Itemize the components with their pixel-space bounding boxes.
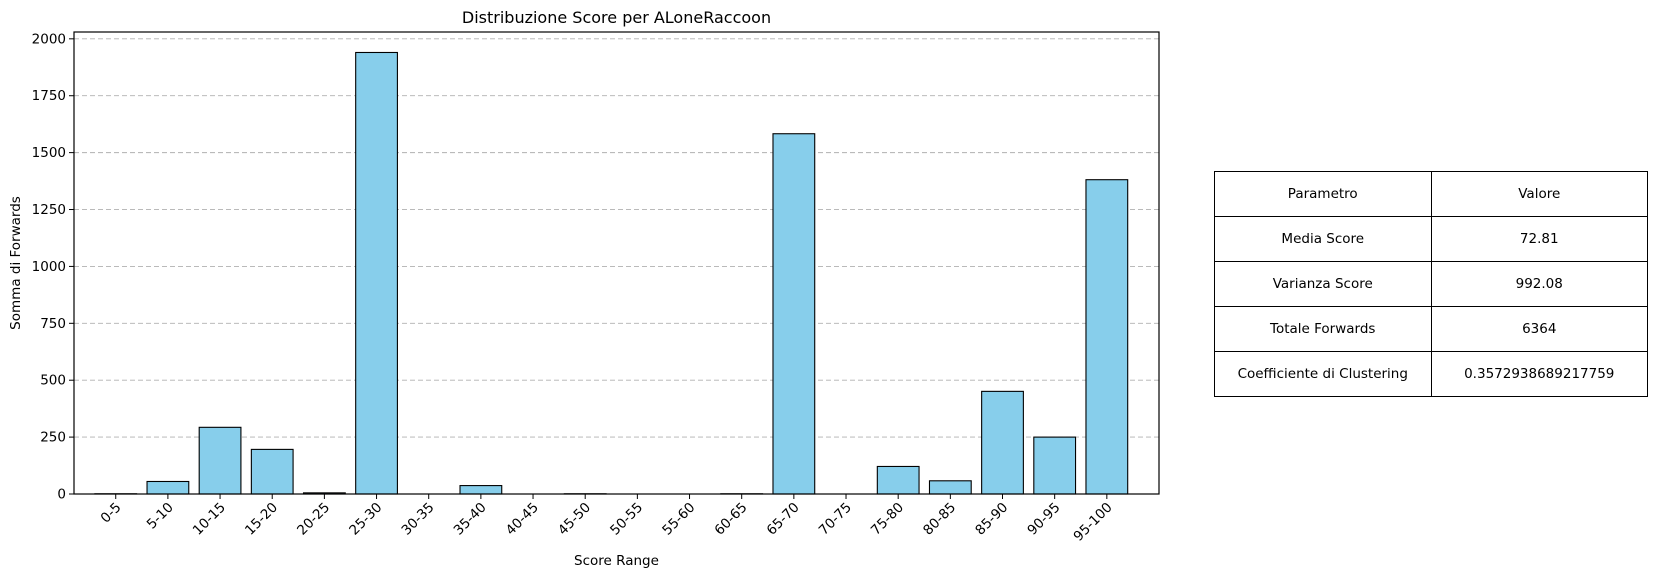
x-tick-label: 25-30 bbox=[346, 500, 385, 539]
y-tick-label: 1000 bbox=[32, 259, 66, 275]
table-cell-parameter: Coefficiente di Clustering bbox=[1214, 351, 1432, 397]
x-tick-label: 65-70 bbox=[764, 500, 803, 539]
y-tick-label: 1250 bbox=[32, 202, 66, 218]
y-tick-label: 250 bbox=[40, 430, 66, 446]
bar-65-70 bbox=[772, 133, 816, 495]
x-tick-label: 45-50 bbox=[555, 500, 594, 539]
y-tick-label: 1500 bbox=[32, 145, 66, 161]
y-axis-ticks: 0 250 500 750 1000 1250 1500 1750 2000 bbox=[32, 31, 74, 503]
bar-90-95 bbox=[1033, 436, 1077, 495]
table-row: Varianza Score 992.08 bbox=[1214, 261, 1648, 307]
x-tick-label: 30-35 bbox=[398, 500, 437, 539]
x-axis-label: Score Range bbox=[574, 553, 659, 569]
x-tick-label: 95-100 bbox=[1071, 500, 1116, 545]
x-tick-label: 50-55 bbox=[607, 500, 646, 539]
table-row: Coefficiente di Clustering 0.35729386892… bbox=[1214, 351, 1648, 397]
x-tick-label: 20-25 bbox=[294, 500, 333, 539]
x-tick-label: 85-90 bbox=[972, 500, 1011, 539]
bars bbox=[94, 51, 1129, 495]
x-tick-label: 10-15 bbox=[190, 500, 229, 539]
bar-80-85 bbox=[928, 480, 972, 495]
bar-15-20 bbox=[250, 448, 294, 495]
x-axis-ticks: 0-5 5-10 10-15 15-20 20-25 25-30 30-35 35-40 40-… bbox=[98, 494, 1116, 545]
table-header-value: Valore bbox=[1430, 171, 1648, 217]
bar-85-90 bbox=[981, 390, 1024, 495]
bar-75-80 bbox=[876, 465, 920, 495]
table-row: Totale Forwards 6364 bbox=[1214, 306, 1648, 352]
table-row: Media Score 72.81 bbox=[1214, 216, 1648, 262]
table-cell-value: 0.3572938689217759 bbox=[1430, 351, 1648, 397]
x-tick-label: 55-60 bbox=[659, 500, 698, 539]
bar-10-15 bbox=[198, 426, 242, 495]
bar-5-10 bbox=[146, 480, 190, 495]
x-tick-label: 90-95 bbox=[1024, 500, 1063, 539]
stats-table: Parametro Valore Media Score 72.81 Varia… bbox=[1214, 171, 1648, 397]
x-tick-label: 15-20 bbox=[242, 500, 281, 539]
y-tick-label: 0 bbox=[57, 487, 66, 503]
bar-25-30 bbox=[355, 51, 398, 495]
y-tick-label: 500 bbox=[40, 373, 66, 389]
x-tick-label: 5-10 bbox=[144, 500, 177, 533]
y-tick-label: 750 bbox=[40, 316, 66, 332]
grid-lines bbox=[74, 38, 1159, 495]
y-axis-label: Somma di Forwards bbox=[8, 196, 24, 330]
chart-title: Distribuzione Score per ALoneRaccoon bbox=[462, 8, 771, 27]
bar-35-40 bbox=[459, 485, 503, 495]
plot-frame bbox=[73, 31, 1160, 495]
x-tick-label: 0-5 bbox=[98, 500, 125, 527]
y-tick-label: 2000 bbox=[32, 31, 66, 47]
x-tick-label: 60-65 bbox=[711, 500, 750, 539]
table-cell-parameter: Media Score bbox=[1214, 216, 1432, 262]
x-tick-label: 70-75 bbox=[816, 500, 855, 539]
table-header-row: Parametro Valore bbox=[1214, 171, 1648, 217]
table-cell-parameter: Totale Forwards bbox=[1214, 306, 1432, 352]
table-cell-value: 992.08 bbox=[1430, 261, 1648, 307]
x-tick-label: 35-40 bbox=[451, 500, 490, 539]
table-cell-value: 6364 bbox=[1430, 306, 1648, 352]
x-tick-label: 80-85 bbox=[920, 500, 959, 539]
x-tick-label: 75-80 bbox=[868, 500, 907, 539]
bar-95-100 bbox=[1085, 179, 1129, 495]
table-cell-value: 72.81 bbox=[1430, 216, 1648, 262]
table-header-parameter: Parametro bbox=[1214, 171, 1432, 217]
y-tick-label: 1750 bbox=[32, 88, 66, 104]
table-cell-parameter: Varianza Score bbox=[1214, 261, 1432, 307]
x-tick-label: 40-45 bbox=[503, 500, 542, 539]
